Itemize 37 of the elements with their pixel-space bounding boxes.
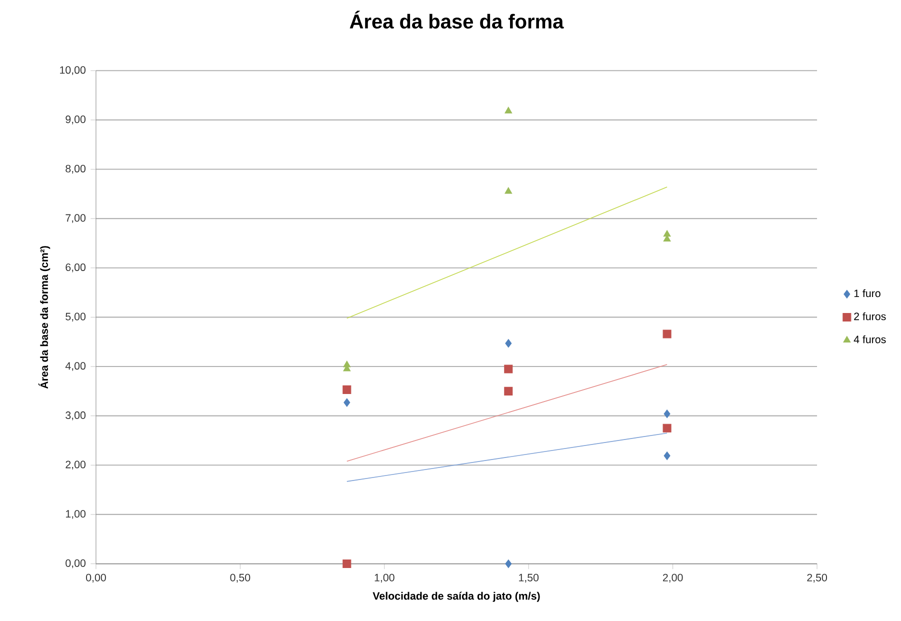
point [342,385,352,394]
x-tick-label: 0,00 [86,574,106,583]
point [662,424,672,432]
y-tick-label: 1,00 [66,510,86,519]
point [663,230,671,237]
x-axis-title: Velocidade de saída do jato (m/s) [372,592,540,602]
y-tick-label: 10,00 [60,66,86,75]
y-tick-label: 9,00 [66,116,86,124]
point [504,364,513,374]
y-tick-label: 3,00 [66,411,86,420]
legend-label: 1 furo [854,289,880,298]
legend-label: 4 furos [854,335,886,344]
x-tick-label: 2,00 [662,574,683,583]
point [342,559,352,568]
y-tick-label: 7,00 [66,214,86,223]
point [505,339,512,348]
point [662,330,672,338]
point [504,106,512,114]
y-tick-label: 4,00 [65,362,86,371]
point [664,410,670,418]
point [504,187,512,194]
y-tick-label: 6,00 [66,263,86,272]
point [344,398,350,407]
y-tick-label: 8,00 [66,164,86,174]
x-tick-label: 1,00 [374,574,394,583]
y-tick-label: 0,00 [66,559,86,568]
x-tick-label: 2,50 [807,574,827,583]
point [505,559,512,568]
chart-title: Área da base da forma [350,10,564,29]
y-tick-label: 5,00 [66,312,86,322]
point [504,386,513,396]
legend-label: 2 furos [854,312,886,320]
point [664,451,670,460]
y-axis-title: Área da base da forma (cm²) [38,246,50,389]
y-tick-label: 2,00 [66,460,86,470]
x-tick-label: 0,50 [230,574,250,583]
x-tick-label: 1,50 [519,574,539,583]
